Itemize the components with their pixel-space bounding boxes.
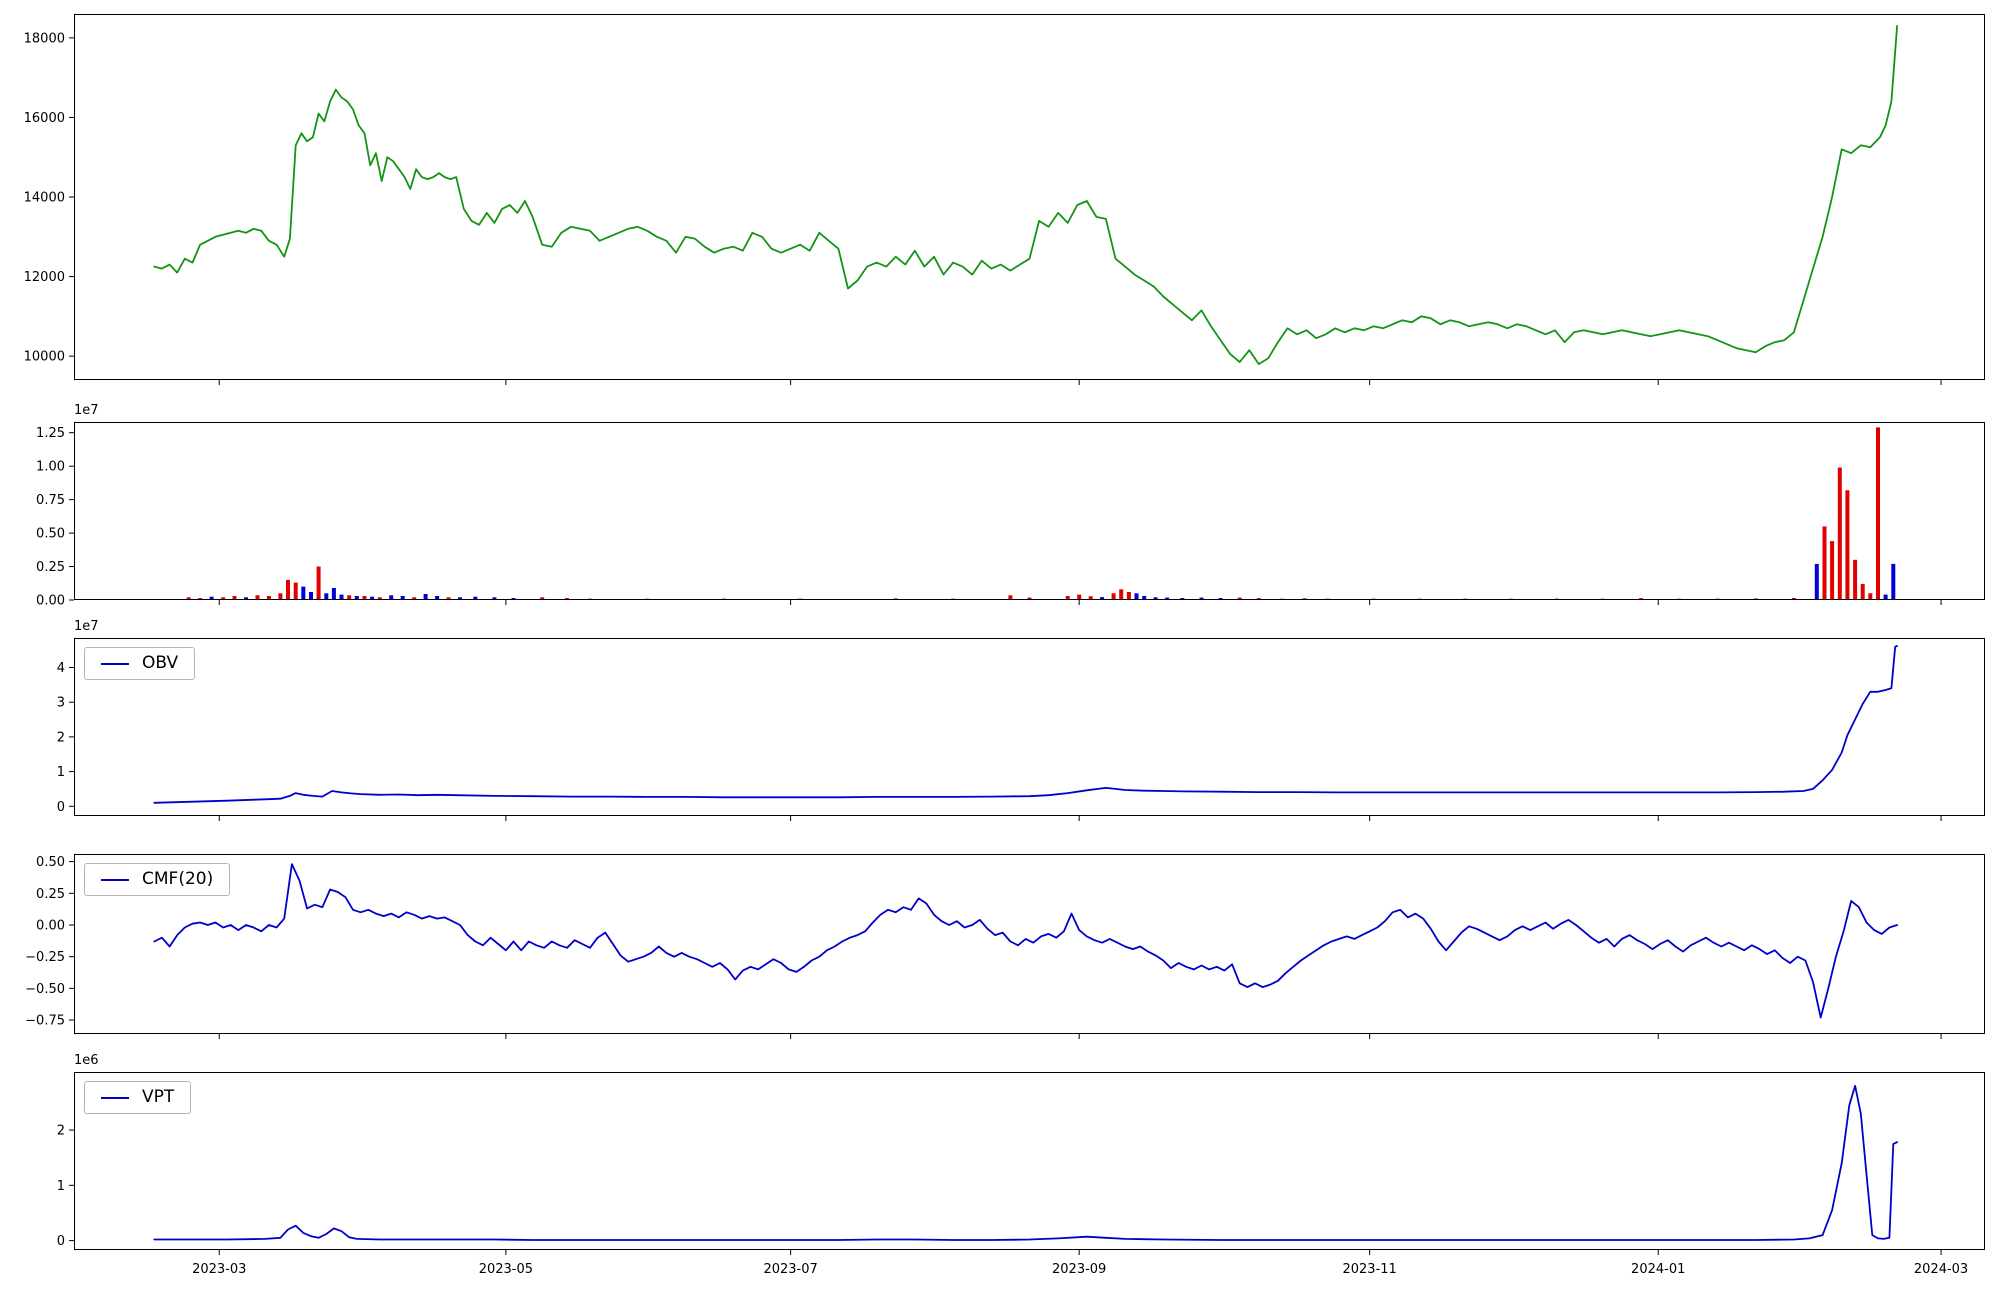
svg-text:1.00: 1.00 — [36, 460, 65, 475]
obv-legend-line-icon — [101, 662, 129, 665]
svg-text:−0.75: −0.75 — [25, 1014, 65, 1029]
svg-text:2023-11: 2023-11 — [1342, 1262, 1396, 1277]
svg-text:1.25: 1.25 — [36, 426, 65, 441]
svg-text:0.25: 0.25 — [36, 887, 65, 902]
vpt-legend-label: VPT — [142, 1087, 175, 1107]
volume-plot: 1.25 1.00 0.75 0.50 0.25 0.00 1e7 — [36, 403, 1985, 609]
volume-panel: 1.25 1.00 0.75 0.50 0.25 0.00 1e7 — [36, 403, 1985, 609]
cmf-legend-line-icon — [101, 878, 129, 881]
vpt-plot: 2 1 0 2023-03 2023-05 2023-07 2023-09 2023-11 20… — [57, 1053, 1985, 1277]
cmf-panel: 0.50 0.25 0.00 −0.25 −0.50 −0.75 CMF(20) — [25, 854, 1985, 1039]
svg-text:2023-07: 2023-07 — [763, 1262, 817, 1277]
svg-text:0.00: 0.00 — [36, 594, 65, 609]
price-panel: 18000 16000 14000 12000 10000 — [24, 14, 1985, 385]
cmf-legend-label: CMF(20) — [142, 869, 214, 889]
svg-text:1e6: 1e6 — [74, 1053, 99, 1068]
svg-text:0.75: 0.75 — [36, 493, 65, 508]
svg-text:3: 3 — [57, 696, 65, 711]
price-plot: 18000 16000 14000 12000 10000 — [24, 14, 1985, 385]
svg-text:12000: 12000 — [24, 270, 65, 285]
obv-legend: OBV — [84, 647, 196, 680]
svg-text:2024-01: 2024-01 — [1631, 1262, 1685, 1277]
svg-text:0.50: 0.50 — [36, 527, 65, 542]
svg-text:−0.25: −0.25 — [25, 950, 65, 965]
svg-text:14000: 14000 — [24, 191, 65, 206]
vpt-panel: 2 1 0 2023-03 2023-05 2023-07 2023-09 2023-11 20… — [57, 1053, 1985, 1277]
vpt-legend: VPT — [84, 1081, 192, 1114]
obv-legend-label: OBV — [142, 653, 179, 673]
svg-text:2: 2 — [57, 1124, 65, 1139]
svg-text:2024-03: 2024-03 — [1914, 1262, 1968, 1277]
svg-text:2: 2 — [57, 730, 65, 745]
vpt-legend-line-icon — [101, 1096, 129, 1099]
svg-text:16000: 16000 — [24, 111, 65, 126]
obv-plot: 4 3 2 1 0 1e7 — [57, 619, 1985, 821]
svg-text:1: 1 — [57, 1179, 65, 1194]
svg-text:2023-03: 2023-03 — [192, 1262, 246, 1277]
svg-text:10000: 10000 — [24, 350, 65, 365]
svg-text:2023-09: 2023-09 — [1052, 1262, 1106, 1277]
svg-text:0.25: 0.25 — [36, 560, 65, 575]
svg-text:−0.50: −0.50 — [25, 982, 65, 997]
svg-text:2023-05: 2023-05 — [479, 1262, 533, 1277]
svg-text:4: 4 — [57, 661, 65, 676]
cmf-legend: CMF(20) — [84, 863, 231, 896]
svg-text:18000: 18000 — [24, 31, 65, 46]
obv-panel: 4 3 2 1 0 1e7 OBV — [57, 619, 1985, 821]
svg-text:1e7: 1e7 — [74, 403, 99, 418]
svg-text:0.00: 0.00 — [36, 918, 65, 933]
svg-text:1e7: 1e7 — [74, 619, 99, 634]
svg-text:1: 1 — [57, 765, 65, 780]
cmf-plot: 0.50 0.25 0.00 −0.25 −0.50 −0.75 — [25, 854, 1985, 1039]
svg-text:0.50: 0.50 — [36, 855, 65, 870]
svg-text:0: 0 — [57, 800, 65, 815]
svg-text:0: 0 — [57, 1234, 65, 1249]
